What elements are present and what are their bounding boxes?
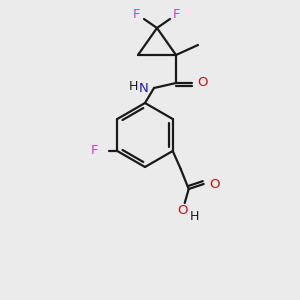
Text: N: N [139,82,149,94]
Text: F: F [91,145,98,158]
Text: F: F [173,8,181,20]
Text: O: O [178,203,188,217]
Text: O: O [209,178,220,190]
Text: H: H [190,211,200,224]
Text: H: H [128,80,138,94]
Text: F: F [133,8,141,20]
Text: O: O [198,76,208,89]
